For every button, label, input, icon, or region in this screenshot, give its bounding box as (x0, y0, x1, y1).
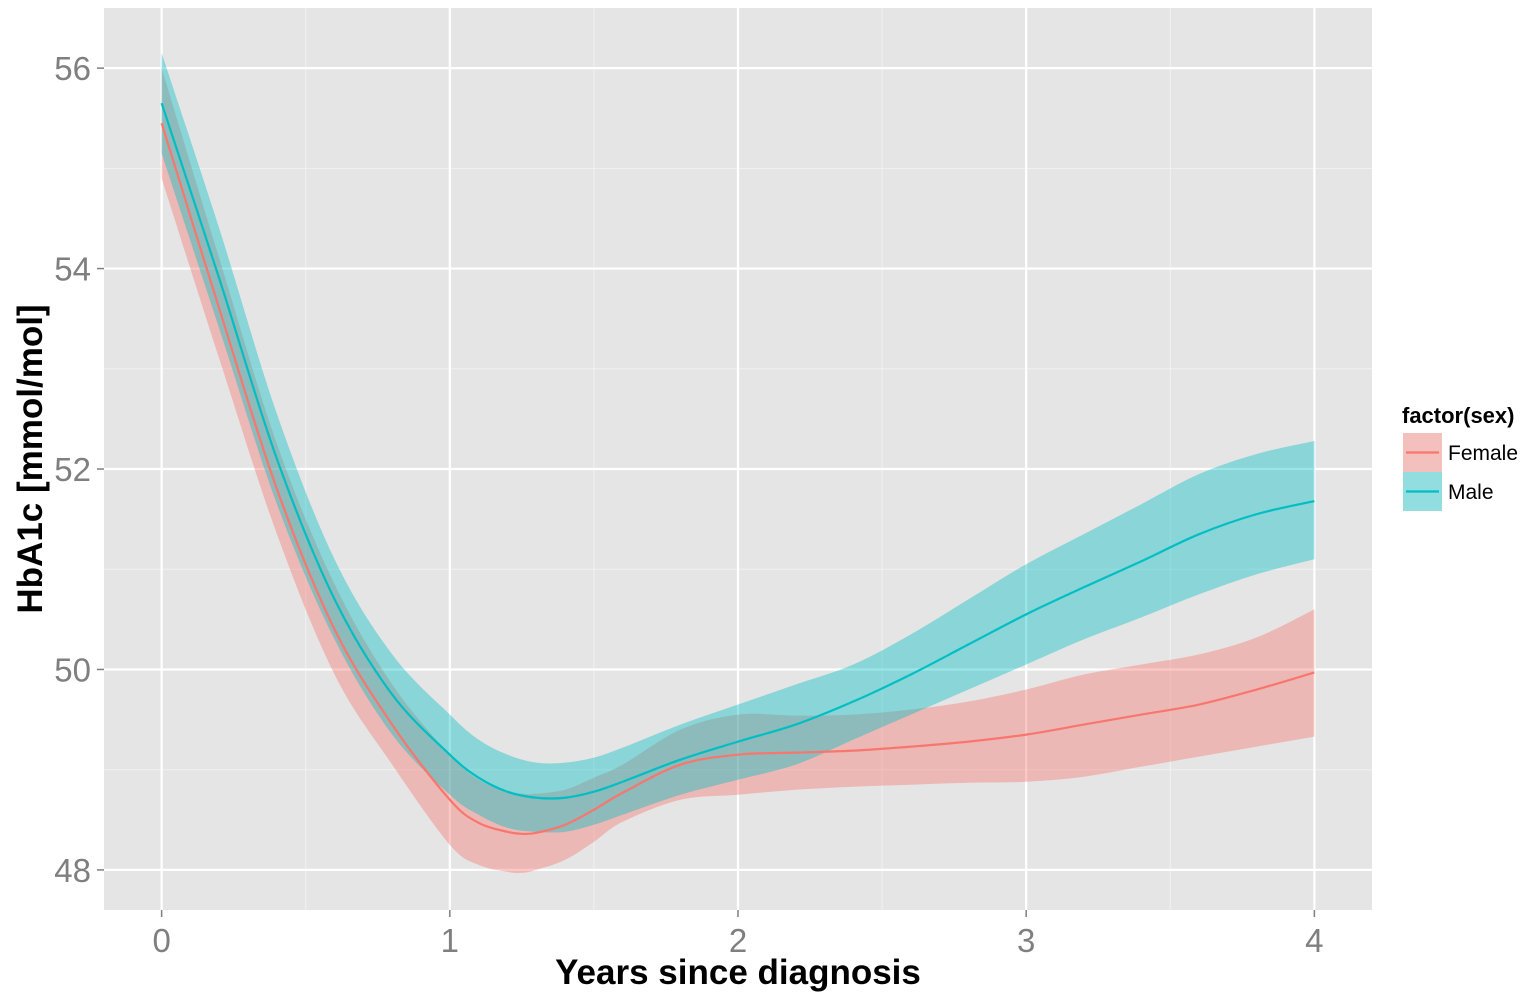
legend-label-female: Female (1448, 442, 1518, 465)
y-tick-label: 48 (54, 852, 91, 889)
legend-item-female: Female (1403, 433, 1518, 472)
y-tick-label: 52 (54, 451, 91, 488)
x-tick-label: 0 (152, 922, 170, 959)
ribbon-male (161, 53, 1315, 833)
y-tick-labels: 48 50 52 54 56 (54, 50, 91, 889)
x-tick-label: 4 (1305, 922, 1323, 959)
legend: factor(sex) Female Male (1402, 403, 1518, 511)
line-female (160, 122, 1315, 836)
legend-item-male: Male (1403, 472, 1494, 511)
confidence-ribbons (161, 53, 1315, 874)
axis-ticks (97, 67, 1316, 917)
x-tick-labels: 0 1 2 3 4 (152, 922, 1323, 959)
major-grid (104, 8, 1372, 910)
legend-title: factor(sex) (1402, 403, 1514, 428)
y-axis-title: HbA1c [mmol/mol] (11, 304, 50, 613)
line-male (160, 102, 1315, 800)
series-lines (160, 102, 1315, 836)
x-tick-label: 1 (441, 922, 459, 959)
x-tick-label: 2 (729, 922, 747, 959)
y-tick-label: 54 (54, 251, 91, 288)
legend-label-male: Male (1448, 481, 1494, 504)
y-tick-label: 50 (54, 651, 91, 688)
y-tick-label: 56 (54, 50, 91, 87)
x-tick-label: 3 (1017, 922, 1035, 959)
x-axis-title: Years since diagnosis (555, 953, 921, 992)
